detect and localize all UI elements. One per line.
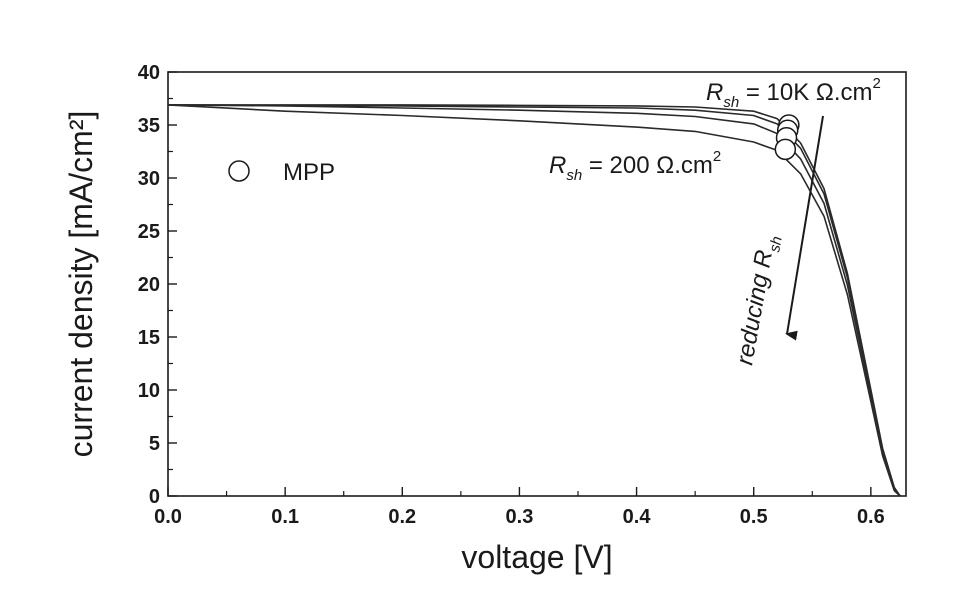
y-tick-label: 5	[149, 433, 160, 455]
x-tick-label: 0.6	[857, 506, 885, 528]
reducing-rsh-arrow	[785, 115, 824, 341]
x-tick-label: 0.1	[271, 506, 299, 528]
x-tick-label: 0.3	[506, 506, 534, 528]
iv-curves	[167, 104, 901, 497]
y-tick-label: 25	[138, 221, 160, 243]
rsh-high-subscript: sh	[723, 94, 739, 111]
rsh-low-text: = 200 Ω.cm	[582, 152, 713, 179]
rsh-high-annotation: Rsh = 10K Ω.cm2	[706, 75, 881, 111]
x-tick-label: 0.0	[154, 506, 182, 528]
arrow-label-symbol: R	[748, 248, 778, 270]
arrow-label-subscript: sh	[766, 235, 785, 254]
y-tick-label: 40	[138, 62, 160, 84]
y-tick-label: 0	[149, 486, 160, 508]
y-tick-label: 15	[138, 327, 160, 349]
y-tick-label: 30	[138, 168, 160, 190]
rsh-low-superscript: 2	[713, 148, 721, 165]
arrow-label: reducing Rsh	[731, 232, 785, 367]
rsh-low-annotation: Rsh = 200 Ω.cm2	[549, 148, 721, 184]
y-tick-label: 20	[138, 274, 160, 296]
rsh-high-symbol: R	[706, 79, 723, 106]
rsh-low-subscript: sh	[566, 167, 582, 184]
rsh-low-symbol: R	[549, 152, 566, 179]
mpp-markers	[774, 114, 800, 161]
y-tick-label: 35	[138, 115, 160, 137]
x-tick-label: 0.4	[623, 506, 652, 528]
x-axis-title: voltage [V]	[461, 539, 612, 575]
y-axis-title: current density [mA/cm²]	[63, 111, 99, 458]
x-tick-label: 0.5	[740, 506, 768, 528]
mpp-legend-marker	[228, 160, 250, 182]
iv-curve-4	[167, 104, 901, 497]
mpp-legend-label: MPP	[283, 159, 335, 186]
mpp-marker	[774, 138, 797, 161]
axis-ticks: 0.0 0.1 0.2 0.3 0.4 0.5 0.6 0 5 10 15 20 25 30 35 40	[138, 62, 885, 528]
arrow-label-text: reducing	[731, 265, 775, 367]
x-tick-label: 0.2	[388, 506, 416, 528]
rsh-high-text: = 10K Ω.cm	[739, 79, 872, 106]
rsh-high-superscript: 2	[873, 75, 881, 92]
y-tick-label: 10	[138, 380, 160, 402]
